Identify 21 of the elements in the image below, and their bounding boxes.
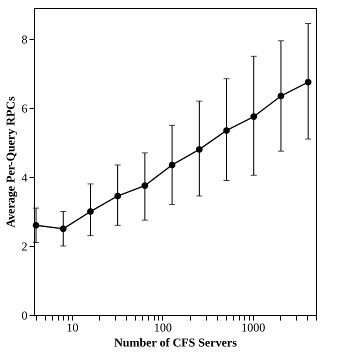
y-tick-label: 4 [22, 170, 28, 185]
point [250, 113, 258, 120]
point [168, 162, 176, 168]
point [142, 182, 148, 189]
x-tick-label: 1000 [241, 320, 266, 334]
point [32, 222, 40, 229]
point [223, 127, 230, 134]
y-tick-label: 0 [22, 308, 28, 322]
x-tick-label: 100 [154, 320, 172, 334]
y-tick-label: 8 [22, 32, 28, 47]
point [60, 225, 67, 232]
point [304, 78, 312, 86]
point [114, 192, 122, 200]
point [87, 208, 94, 215]
x-tick-label: 10 [66, 320, 78, 334]
y-tick-label: 2 [22, 240, 28, 254]
point [278, 92, 284, 100]
y-tick-label: 6 [22, 102, 28, 116]
y-axis-title: Average Per-Query RPCs [4, 96, 18, 228]
point [196, 146, 203, 153]
x-axis-title: Number of CFS Servers [114, 336, 238, 350]
